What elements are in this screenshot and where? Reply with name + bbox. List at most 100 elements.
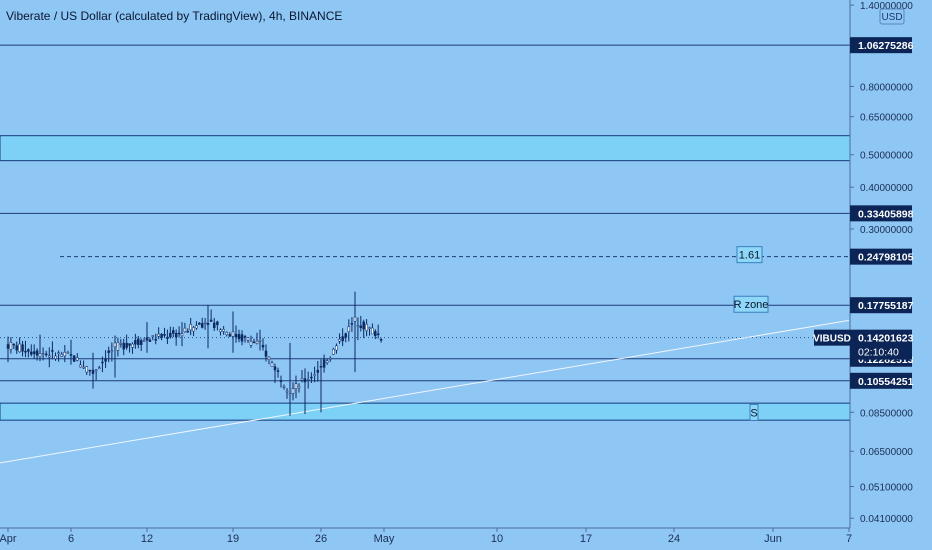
x-tick-label-5: May [374,533,395,545]
x-tick-label-1: 6 [68,533,74,545]
candle [353,291,357,373]
candle [18,337,21,353]
y-tick-label-7: 0.06500000 [860,447,913,458]
candle [376,324,380,339]
candle [285,388,289,399]
candle [356,317,360,341]
candle [166,329,169,344]
x-tick-label-2: 12 [141,533,153,545]
candle [91,352,95,389]
candle [48,347,51,368]
candle [119,339,123,348]
candle [72,355,76,363]
candle [32,344,36,359]
candle [12,343,16,350]
candle [82,360,85,369]
candle [303,368,307,414]
candle [38,334,42,362]
candle [195,321,198,330]
candle [222,326,225,335]
x-tick-label-3: 19 [227,533,239,545]
candle [104,350,107,368]
price-label-box-2 [850,248,912,265]
candle [21,340,24,357]
candle [359,315,363,332]
candle [206,304,210,349]
annotation-label-1: R zone [734,299,769,311]
candle [243,334,247,343]
candle [79,360,82,368]
y-tick-label-4: 0.40000000 [860,183,913,194]
candle [322,354,326,373]
chart-title: Viberate / US Dollar (calculated by Trad… [6,9,343,23]
candle [116,337,120,357]
candle [273,363,277,383]
price-axis-area [850,0,932,550]
annotation-box-2 [749,403,759,421]
candle [216,320,219,331]
candle [240,330,244,346]
candle [332,347,335,355]
candle [379,337,383,343]
candle [51,341,54,360]
price-label-1: 0.33405898 [858,208,914,220]
candle [291,382,295,401]
candle [209,309,213,322]
candle [66,350,70,354]
candle [297,383,301,393]
time-axis-area [0,528,932,550]
candle [246,337,250,343]
candle [148,337,152,342]
price-label-0: 1.06275286 [858,40,914,52]
candle [44,350,48,357]
candle [225,331,228,337]
candle [41,347,45,361]
candle [341,328,344,347]
candle [142,337,146,342]
x-tick-label-9: Jun [764,533,782,545]
candle [329,356,332,362]
candle [362,319,365,339]
plot-background [0,0,850,528]
candle [172,326,175,338]
x-tick-label-6: 10 [491,533,503,545]
candle [122,338,125,356]
symbol-box [814,329,850,346]
y-tick-label-1: 0.80000000 [860,82,913,93]
trendline [0,319,850,464]
candle [9,337,13,354]
candle [101,356,104,373]
candle [113,335,117,378]
annotation-label-0: 1.61 [739,250,760,262]
candle [177,326,181,338]
candle [76,353,79,362]
candle [249,335,253,348]
candle [306,371,310,389]
candle [270,360,274,367]
candle [368,326,371,336]
x-tick-label-10: 7 [846,533,852,545]
candle [203,318,207,330]
candle [128,343,131,353]
candle [282,384,286,390]
candle [85,365,88,375]
symbol-label: VIBUSD [813,334,851,345]
candle [338,333,341,344]
candle [180,322,184,347]
candle [30,344,33,357]
candle [110,342,114,362]
candle [344,332,347,343]
price-label-2: 0.24798105 [858,252,914,264]
candle [325,358,329,365]
candle [288,342,292,416]
candle [276,367,280,378]
candle [60,351,63,357]
candle [234,325,238,343]
candle [279,375,283,388]
candle [88,369,92,376]
candle [237,329,241,343]
candle [63,345,67,363]
candle [24,340,27,358]
